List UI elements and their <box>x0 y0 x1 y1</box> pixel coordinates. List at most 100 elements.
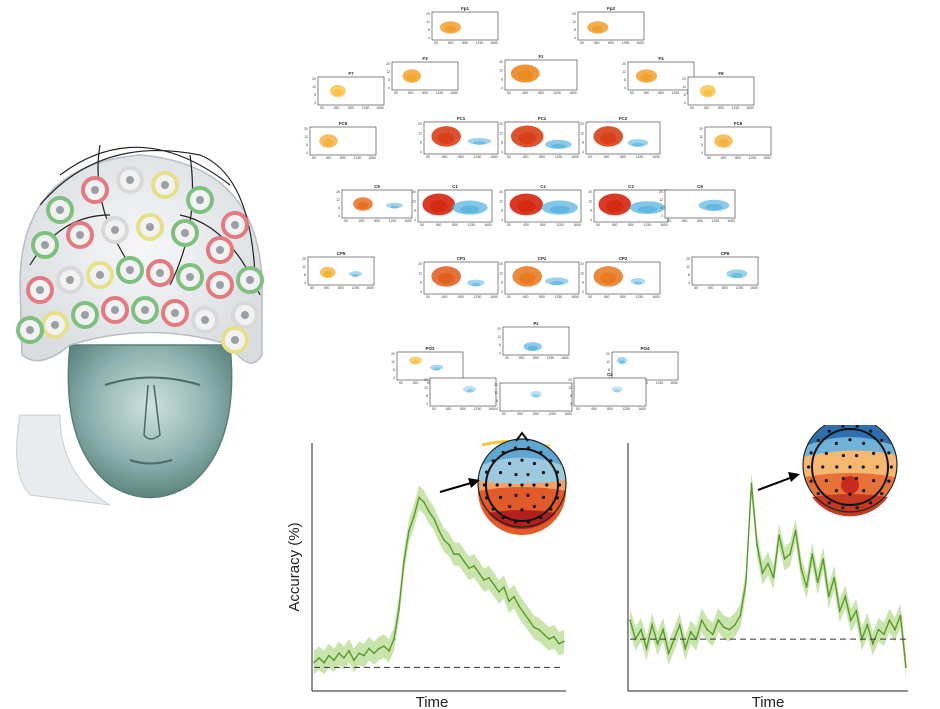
tf-ytick: 20 <box>412 190 416 194</box>
tf-xtick: 1650 <box>652 295 660 299</box>
data-point <box>548 638 550 640</box>
data-point <box>894 628 896 631</box>
electrode-center <box>216 246 224 254</box>
electrode-center <box>126 266 134 274</box>
topomap-electrode-dot <box>491 459 495 463</box>
data-point <box>513 595 515 598</box>
tf-channel-label: C6 <box>697 184 703 189</box>
tf-xtick: 850 <box>533 412 539 416</box>
data-point <box>805 586 808 588</box>
topomap-electrode-dot <box>855 476 859 481</box>
x-axis-label: Time <box>416 694 449 709</box>
tf-ytick: 20 <box>580 122 584 126</box>
tf-xtick: 1250 <box>354 156 362 160</box>
tf-ytick: 4 <box>501 86 503 90</box>
tf-xtick: 1650 <box>404 219 412 223</box>
tf-activity-core <box>550 281 564 286</box>
tf-activity-core <box>460 205 480 214</box>
topomap-electrode-dot <box>875 465 879 469</box>
electrode-center <box>201 316 209 324</box>
tf-xtick: 50 <box>694 286 698 290</box>
tf-xtick: 450 <box>413 381 419 385</box>
data-point <box>816 581 819 584</box>
tf-ytick: 20 <box>424 378 428 382</box>
data-point <box>828 595 830 598</box>
data-point <box>523 612 525 614</box>
tf-xtick: 850 <box>607 407 613 411</box>
tf-ytick: 4 <box>420 150 422 154</box>
topomap-electrode-dot <box>513 446 518 450</box>
tf-ytick: 12 <box>580 131 584 135</box>
data-point <box>656 643 659 645</box>
tf-activity-core <box>432 367 441 371</box>
tf-channel-label: PO4 <box>640 346 650 351</box>
tf-xtick: 450 <box>721 156 727 160</box>
tf-panel-frame <box>611 351 679 381</box>
tf-ytick: 8 <box>304 273 306 277</box>
tf-xtick: 850 <box>533 356 539 360</box>
tf-xtick: 850 <box>628 223 634 227</box>
tf-activity-core <box>618 360 625 364</box>
tf-ytick: 12 <box>497 335 501 339</box>
tf-ytick: 8 <box>582 281 584 285</box>
tf-xtick: 50 <box>310 286 314 290</box>
data-point <box>728 628 731 631</box>
topomap-electrode-dot <box>526 520 531 524</box>
topomap-electrode-dot <box>513 520 518 524</box>
data-point <box>363 654 365 657</box>
electrode-center <box>181 229 189 237</box>
tf-ytick: 12 <box>682 85 686 89</box>
topomap-electrode-dot <box>841 453 845 458</box>
electrode-center <box>81 311 89 319</box>
tf-ytick: 8 <box>608 368 610 372</box>
electrode-center <box>231 336 239 344</box>
topomap-electrode-dot <box>508 504 512 509</box>
tf-xtick: 1250 <box>389 219 397 223</box>
tf-ytick: 20 <box>659 190 663 194</box>
tf-xtick: 850 <box>620 155 626 159</box>
tf-channel-label: FC2 <box>619 116 628 121</box>
tf-xtick: 850 <box>735 156 741 160</box>
electrode-center <box>161 181 169 189</box>
data-point <box>877 628 880 631</box>
tf-activity-core <box>527 345 538 351</box>
topomap-electrode-dot <box>526 446 531 450</box>
tf-xtick: 1250 <box>476 41 484 45</box>
data-point <box>750 482 753 485</box>
tf-channel-label: C5 <box>374 184 380 189</box>
tf-xtick: 50 <box>576 407 580 411</box>
data-point <box>855 610 858 612</box>
data-point <box>839 610 841 612</box>
tf-ytick: 20 <box>312 77 316 81</box>
topomap-electrode-dot <box>482 483 486 487</box>
tf-xtick: 450 <box>448 41 454 45</box>
topomap-electrode-dot <box>827 501 831 505</box>
tf-xtick: 1250 <box>352 286 360 290</box>
tf-xtick: 450 <box>523 155 529 159</box>
tf-ytick: 4 <box>684 101 686 105</box>
tf-activity-core <box>333 89 343 97</box>
data-point <box>767 562 769 565</box>
tf-ytick: 8 <box>314 93 316 97</box>
tf-ytick: 20 <box>699 127 703 131</box>
tf-ytick: 20 <box>497 327 501 331</box>
tf-xtick: 1250 <box>548 412 556 416</box>
data-point <box>458 553 460 555</box>
tf-xtick: 50 <box>420 223 424 227</box>
tf-xtick: 450 <box>604 295 610 299</box>
data-point <box>872 643 874 645</box>
topomap-electrode-dot <box>555 496 559 500</box>
tf-activity-core <box>600 272 617 284</box>
tf-ytick: 12 <box>499 131 503 135</box>
tf-ytick: 20 <box>686 257 690 261</box>
tf-activity-core <box>705 204 723 211</box>
data-point <box>388 650 390 652</box>
